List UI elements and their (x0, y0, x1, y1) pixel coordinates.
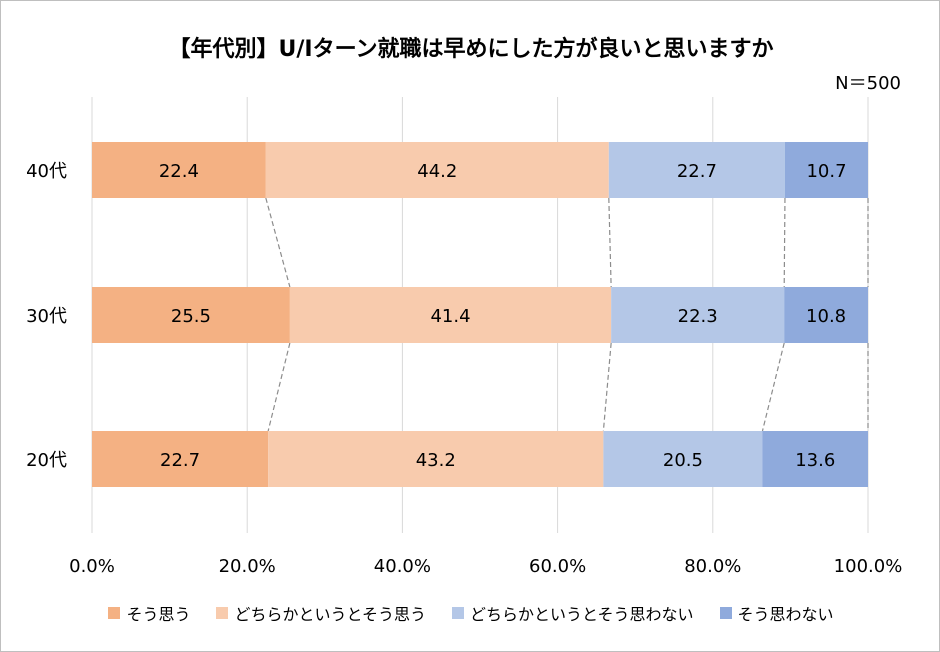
bar-segment (289, 287, 612, 343)
bar-segment (608, 142, 785, 198)
legend-swatch (452, 607, 464, 619)
series-line (602, 342, 612, 432)
data-label: 22.3 (678, 306, 718, 327)
bar-segment (92, 287, 290, 343)
data-label: 22.7 (677, 161, 717, 182)
x-tick-label: 20.0% (219, 556, 276, 577)
legend-swatch (108, 607, 121, 619)
legend: そう思う どちらかというとそう思う どちらかというとそう思わない そう思わない (1, 601, 939, 625)
data-label: 13.6 (795, 450, 835, 471)
data-label: 10.7 (806, 161, 846, 182)
legend-label: そう思う (126, 605, 191, 624)
legend-item: どちらかというとそう思う (216, 601, 426, 625)
chart-title: 【年代別】U/Iターン就職は早めにした方が良いと思いますか (168, 37, 774, 62)
x-tick-label: 80.0% (684, 556, 741, 577)
data-label: 10.8 (806, 306, 846, 327)
x-tick-label: 40.0% (374, 556, 431, 577)
legend-swatch (216, 607, 229, 619)
series-line (265, 197, 291, 288)
bar-segment (265, 142, 609, 198)
legend-item: どちらかというとそう思わない (452, 601, 694, 625)
data-label: 44.2 (417, 161, 457, 182)
series-line (783, 197, 786, 288)
legend-label: そう思わない (737, 605, 834, 624)
bar-segment (603, 431, 763, 487)
legend-item: そう思わない (719, 601, 834, 625)
data-label: 22.7 (160, 450, 200, 471)
bar-segment (784, 142, 868, 198)
series-line (761, 342, 785, 432)
x-tick-label: 60.0% (529, 556, 586, 577)
legend-label: どちらかというとそう思わない (470, 605, 694, 624)
category-label: 40代 (26, 161, 67, 182)
x-tick-label: 0.0% (69, 556, 115, 577)
bar-segment (784, 287, 868, 343)
x-tick-label: 100.0% (834, 556, 903, 577)
bar-segment (762, 431, 868, 487)
data-label: 25.5 (171, 306, 211, 327)
legend-label: どちらかというとそう思う (234, 605, 426, 624)
series-line (608, 197, 612, 288)
bar-segment (92, 142, 266, 198)
data-label: 41.4 (430, 306, 470, 327)
bar-segment (92, 431, 269, 487)
sample-size-note: N＝500 (835, 73, 901, 94)
data-label: 43.2 (416, 450, 456, 471)
legend-item: そう思う (108, 601, 190, 625)
series-line (267, 342, 291, 432)
legend-swatch (719, 607, 732, 619)
data-label: 20.5 (663, 450, 703, 471)
bar-segment (611, 287, 785, 343)
category-label: 30代 (26, 306, 67, 327)
category-label: 20代 (26, 450, 67, 471)
data-label: 22.4 (159, 161, 199, 182)
bar-segment (268, 431, 604, 487)
